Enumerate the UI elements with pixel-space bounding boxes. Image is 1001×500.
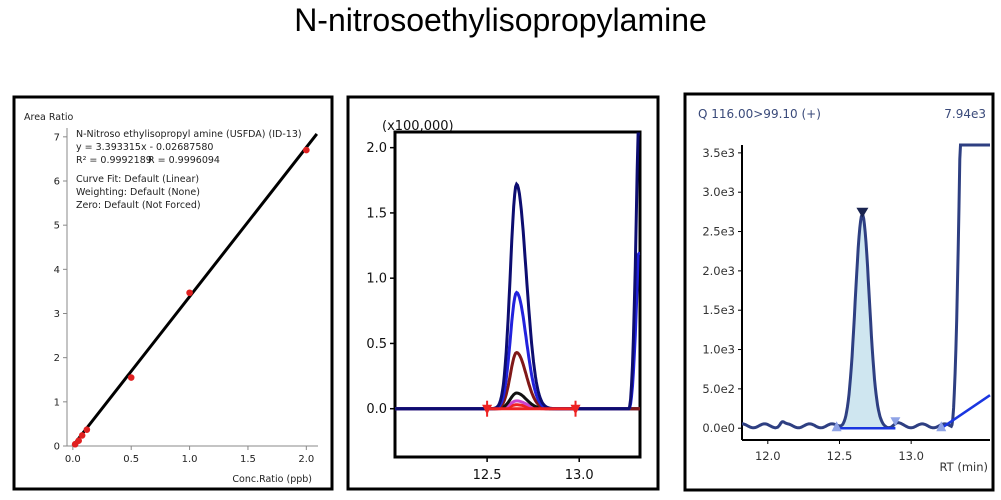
calibration-ytick-label: 7: [54, 132, 60, 143]
overlay-ytick-label: 0.0: [366, 402, 387, 417]
calibration-r2: R² = 0.9992189: [76, 155, 152, 166]
calibration-title: N-Nitroso ethylisopropyl amine (USFDA) (…: [76, 129, 302, 140]
calibration-xtick-label: 0.0: [65, 454, 81, 465]
overlay-ytick-label: 2.0: [366, 141, 387, 156]
calibration-ylabel: Area Ratio: [24, 112, 73, 123]
chromatogram-start-marker: [831, 421, 842, 432]
overlay-panel: (x100,000) 0.0 0.5 1.0 1.5 2.0 12.5 13.0: [346, 95, 660, 491]
calibration-xlabel: Conc.Ratio (ppb): [232, 474, 312, 485]
chromatogram-ytick-label: 3.5e3: [702, 146, 735, 160]
chromatogram-baseline-2: [940, 394, 991, 430]
chromatogram-ytick-label: 3.0e3: [702, 185, 735, 199]
chromatogram-xtick-label: 12.0: [755, 449, 781, 463]
calibration-point: [78, 432, 86, 439]
calibration-point: [303, 146, 310, 154]
chromatogram-ytick-label: 1.0e3: [702, 343, 735, 357]
chromatogram-max-intensity: 7.94e3: [944, 107, 986, 121]
overlay-xtick-label: 13.0: [565, 468, 594, 483]
overlay-multiplier: (x100,000): [382, 119, 454, 134]
calibration-xtick-label: 0.5: [123, 454, 139, 465]
calibration-ytick-label: 6: [54, 177, 60, 188]
overlay-ytick-label: 1.5: [366, 206, 387, 221]
chromatogram-ytick-label: 2.0e3: [702, 264, 735, 278]
calibration-ytick-label: 4: [54, 265, 60, 276]
calibration-xtick-label: 1.5: [240, 454, 256, 465]
page-title: N-nitrosoethylisopropylamine: [294, 2, 707, 38]
overlay-frame: [346, 95, 660, 491]
calibration-zero: Zero: Default (Not Forced): [76, 200, 201, 211]
overlay-ytick-label: 0.5: [366, 337, 387, 352]
chromatogram-ytick-label: 0.0e0: [702, 421, 735, 435]
calibration-ytick-label: 0: [54, 442, 60, 453]
chromatogram-ytick-label: 1.5e3: [702, 303, 735, 317]
chromatogram-xlabel: RT (min): [940, 460, 989, 474]
calibration-ytick-label: 5: [54, 221, 60, 232]
chromatogram-next-marker: [936, 421, 947, 432]
calibration-r: R = 0.9996094: [148, 155, 220, 166]
chromatogram-panel: Q 116.00>99.10 (+) 7.94e3 0.0e0 5.0e2 1.0e…: [683, 92, 995, 492]
overlay-xtick-label: 12.5: [473, 468, 502, 483]
calibration-fit-line: [71, 133, 319, 447]
overlay-ytick-label: 1.0: [366, 272, 387, 287]
calibration-curve-fit: Curve Fit: Default (Linear): [76, 174, 199, 185]
chromatogram-apex-marker: [856, 207, 869, 218]
calibration-point: [83, 426, 91, 433]
overlay-series-line: [395, 132, 640, 411]
calibration-weighting: Weighting: Default (None): [76, 187, 200, 198]
chromatogram-header: Q 116.00>99.10 (+): [698, 107, 821, 121]
calibration-ytick-label: 2: [54, 353, 60, 364]
chromatogram-ytick-label: 5.0e2: [702, 382, 735, 396]
overlay-plot-frame: [393, 130, 642, 459]
calibration-panel: Area Ratio N-Nitroso ethylisopropyl amin…: [12, 95, 334, 491]
calibration-xtick-label: 2.0: [298, 454, 314, 465]
chromatogram-xtick-label: 12.5: [827, 449, 853, 463]
chromatogram-xtick-label: 13.0: [898, 449, 924, 463]
calibration-equation: y = 3.393315x - 0.02687580: [76, 142, 213, 153]
calibration-ytick-label: 1: [54, 397, 60, 408]
calibration-ytick-label: 3: [54, 309, 60, 320]
calibration-point: [186, 289, 193, 297]
calibration-point: [75, 437, 82, 445]
calibration-xtick-label: 1.0: [182, 454, 198, 465]
chromatogram-end-marker: [890, 417, 901, 427]
chromatogram-trace: [742, 143, 990, 430]
chromatogram-ytick-label: 2.5e3: [702, 225, 735, 239]
calibration-point: [127, 374, 135, 381]
